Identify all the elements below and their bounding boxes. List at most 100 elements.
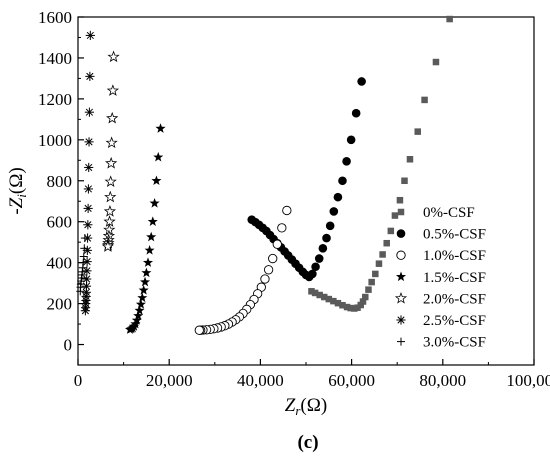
data-point [104, 190, 117, 203]
data-point [272, 239, 282, 249]
data-point [83, 184, 93, 194]
series-1.5%-CSF [124, 123, 166, 334]
data-point [351, 108, 361, 118]
series-2.0%-CSF [101, 50, 120, 252]
data-point [282, 205, 292, 216]
data-point [375, 260, 383, 267]
x-axis-title: Zr(Ω) [285, 395, 327, 418]
data-point [194, 325, 204, 335]
data-point [330, 297, 337, 305]
data-point [401, 177, 408, 185]
legend-item: 3.0%-CSF [397, 335, 486, 351]
data-point [106, 84, 120, 96]
asterisk-stroke [84, 221, 92, 229]
y-tick-label: 0 [64, 336, 73, 355]
y-tick-label: 600 [47, 213, 73, 232]
x-tick-label: 0 [74, 371, 83, 390]
legend-label: 1.5%-CSF [423, 270, 486, 286]
data-point [432, 58, 440, 66]
data-point [387, 227, 395, 235]
data-point [343, 303, 351, 311]
data-point [277, 223, 287, 233]
legend-marker [396, 250, 406, 260]
data-point [311, 289, 319, 297]
y-tick-label: 1400 [38, 49, 72, 68]
data-point [83, 203, 93, 213]
data-point [311, 262, 320, 272]
data-point [379, 251, 386, 258]
data-point [322, 233, 331, 243]
y-tick-label: 1200 [38, 90, 72, 109]
data-point [339, 301, 346, 309]
data-point [80, 234, 89, 243]
data-point [421, 96, 428, 104]
data-point [130, 318, 141, 329]
data-point [391, 212, 399, 219]
data-point [131, 315, 142, 325]
data-point [80, 306, 90, 316]
data-point [137, 292, 148, 303]
data-point [135, 299, 146, 309]
data-point [142, 257, 154, 267]
data-point [325, 295, 333, 303]
data-point [334, 299, 342, 307]
data-point [347, 304, 354, 312]
legend-label: 1.0%-CSF [423, 248, 486, 264]
asterisk-stroke [81, 307, 89, 315]
data-point [153, 151, 164, 162]
data-point [80, 244, 89, 253]
data-point [134, 305, 145, 315]
series-1.0%-CSF [194, 205, 292, 335]
data-point [124, 324, 136, 334]
data-point [155, 123, 166, 133]
asterisk-stroke [83, 246, 91, 254]
data-point [103, 215, 116, 227]
data-point [346, 135, 356, 145]
asterisk-stroke [83, 267, 91, 275]
data-point [368, 278, 375, 286]
data-point [316, 291, 323, 299]
data-point [260, 274, 270, 284]
data-point [141, 267, 152, 278]
y-tick-label: 1600 [38, 8, 72, 27]
x-tick-label: 40,000 [237, 371, 284, 390]
legend-marker [394, 291, 408, 304]
data-point [268, 253, 278, 264]
legend-item: 1.0%-CSF [396, 248, 486, 264]
axis-layer: 0 20,000 40,000 60,000 80,000 100,000 0 200 400 6… [6, 8, 550, 418]
y-axis-title: -Zi(Ω) [6, 167, 29, 214]
asterisk-stroke [82, 282, 91, 290]
data-point [105, 156, 118, 169]
data-point [338, 176, 347, 186]
y-tick-label: 400 [47, 254, 73, 273]
data-point [320, 293, 328, 301]
data-point [351, 305, 358, 312]
asterisk-stroke [83, 258, 91, 266]
data-point [383, 239, 390, 247]
data-point [318, 244, 328, 253]
data-point [133, 310, 144, 321]
asterisk-stroke [85, 108, 94, 116]
y-tick-label: 1000 [38, 131, 72, 150]
data-point [82, 257, 92, 267]
legend-item: 0.5%-CSF [396, 227, 486, 243]
data-point [85, 71, 95, 81]
data-point [149, 197, 160, 208]
data-point [83, 220, 93, 230]
y-tick-label: 200 [47, 295, 73, 314]
asterisk-stroke [85, 163, 93, 172]
series-0.5%-CSF [247, 77, 366, 282]
data-point [106, 111, 119, 124]
data-point [76, 287, 85, 296]
data-point [146, 231, 157, 242]
data-point [84, 107, 94, 117]
legend-label: 3.0%-CSF [423, 335, 486, 351]
data-point [333, 192, 343, 202]
data-point [263, 265, 274, 275]
data-point [329, 207, 339, 216]
data-point [396, 196, 404, 204]
legend-label: 2.0%-CSF [423, 291, 486, 307]
data-point [359, 298, 367, 305]
asterisk-stroke [397, 316, 405, 324]
